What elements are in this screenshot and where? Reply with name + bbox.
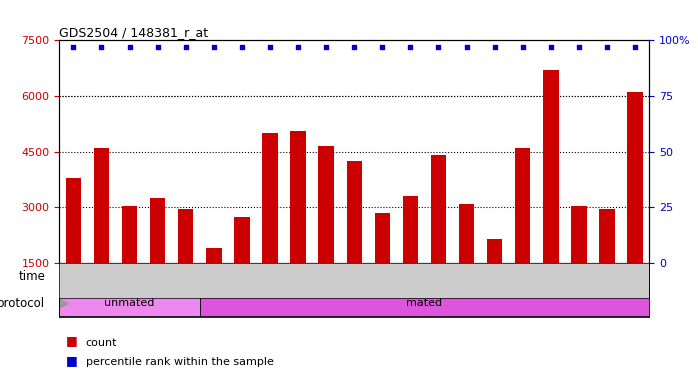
Point [433, 44, 444, 50]
Bar [459, 204, 475, 319]
Point [377, 44, 388, 50]
Bar [178, 209, 193, 319]
Point [517, 44, 528, 50]
Point [545, 44, 556, 50]
Bar [571, 205, 586, 319]
Point [461, 44, 472, 50]
Bar [628, 92, 643, 319]
FancyBboxPatch shape [59, 290, 200, 316]
Text: 24 h: 24 h [581, 271, 605, 281]
Text: GDS2504 / 148381_r_at: GDS2504 / 148381_r_at [59, 26, 209, 39]
Text: time: time [18, 270, 45, 283]
Text: 6 h: 6 h [500, 271, 517, 281]
Bar [543, 70, 558, 319]
Point [602, 44, 613, 50]
Point [68, 44, 79, 50]
Text: protocol: protocol [0, 297, 45, 310]
Bar [375, 213, 390, 319]
Point [489, 44, 500, 50]
Bar [150, 198, 165, 319]
Bar [94, 148, 109, 319]
FancyBboxPatch shape [200, 290, 649, 316]
Point [96, 44, 107, 50]
Bar [487, 239, 503, 319]
Text: ▶: ▶ [60, 270, 70, 283]
Point [180, 44, 191, 50]
Bar [290, 131, 306, 319]
Bar [431, 156, 446, 319]
FancyBboxPatch shape [537, 263, 649, 290]
FancyBboxPatch shape [59, 263, 200, 290]
Point [573, 44, 584, 50]
Point [292, 44, 304, 50]
Point [348, 44, 359, 50]
Text: unmated: unmated [105, 298, 155, 308]
FancyBboxPatch shape [200, 263, 369, 290]
Text: 0 h: 0 h [275, 271, 293, 281]
Bar [206, 248, 221, 319]
Point [237, 44, 248, 50]
Text: mated: mated [406, 298, 443, 308]
Text: count: count [86, 338, 117, 348]
Point [320, 44, 332, 50]
Text: control: control [110, 271, 149, 281]
FancyBboxPatch shape [481, 263, 537, 290]
Point [265, 44, 276, 50]
Point [630, 44, 641, 50]
Bar [66, 178, 81, 319]
Point [124, 44, 135, 50]
Text: percentile rank within the sample: percentile rank within the sample [86, 357, 274, 367]
Point [405, 44, 416, 50]
Text: ■: ■ [66, 334, 78, 348]
Bar [122, 205, 138, 319]
Bar [403, 196, 418, 319]
Bar [346, 161, 362, 319]
Bar [262, 133, 278, 319]
FancyBboxPatch shape [369, 263, 481, 290]
Bar [318, 146, 334, 319]
Bar [600, 209, 615, 319]
Bar [515, 148, 530, 319]
Point [152, 44, 163, 50]
Point [208, 44, 219, 50]
Text: ▶: ▶ [60, 297, 70, 310]
Bar [234, 217, 250, 319]
Text: ■: ■ [66, 354, 78, 367]
Text: 3 h: 3 h [415, 271, 433, 281]
